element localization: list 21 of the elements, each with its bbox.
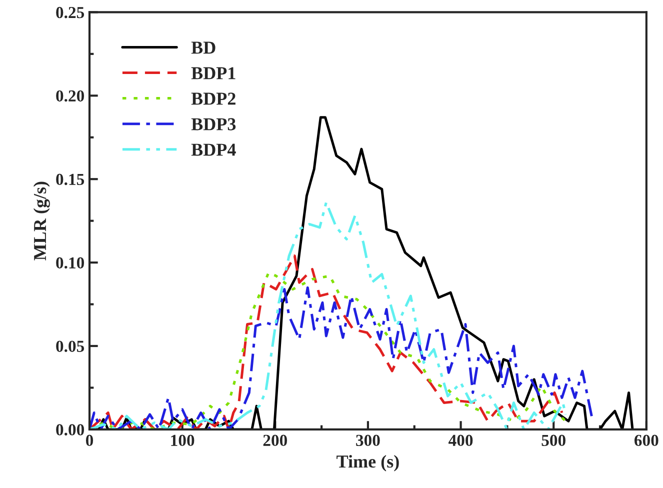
legend-label: BDP2 bbox=[191, 92, 236, 105]
y-tick-label: 0.15 bbox=[56, 174, 84, 186]
y-tick-label: 0.05 bbox=[56, 340, 84, 352]
y-tick-label: 0.00 bbox=[56, 424, 84, 436]
y-tick-label: 0.10 bbox=[56, 257, 84, 269]
x-tick-label: 300 bbox=[356, 434, 380, 446]
legend-label: BDP1 bbox=[191, 67, 236, 80]
y-tick-label: 0.25 bbox=[56, 6, 84, 18]
legend-label: BDP3 bbox=[191, 118, 236, 130]
legend-label: BDP4 bbox=[191, 144, 236, 156]
legend-label: BD bbox=[191, 42, 216, 54]
x-tick-label: 400 bbox=[448, 434, 473, 446]
x-tick-label: 500 bbox=[542, 434, 566, 446]
y-tick-label: 0.20 bbox=[56, 90, 84, 102]
x-tick-label: 100 bbox=[171, 434, 194, 446]
line-series bbox=[90, 201, 567, 430]
x-tick-label: 600 bbox=[634, 434, 658, 446]
x-tick-label: 0 bbox=[86, 434, 94, 446]
y-axis-title: MLR (g/s) bbox=[33, 182, 50, 260]
x-tick-label: 200 bbox=[263, 434, 288, 446]
x-axis-title: Time (s) bbox=[336, 454, 399, 472]
